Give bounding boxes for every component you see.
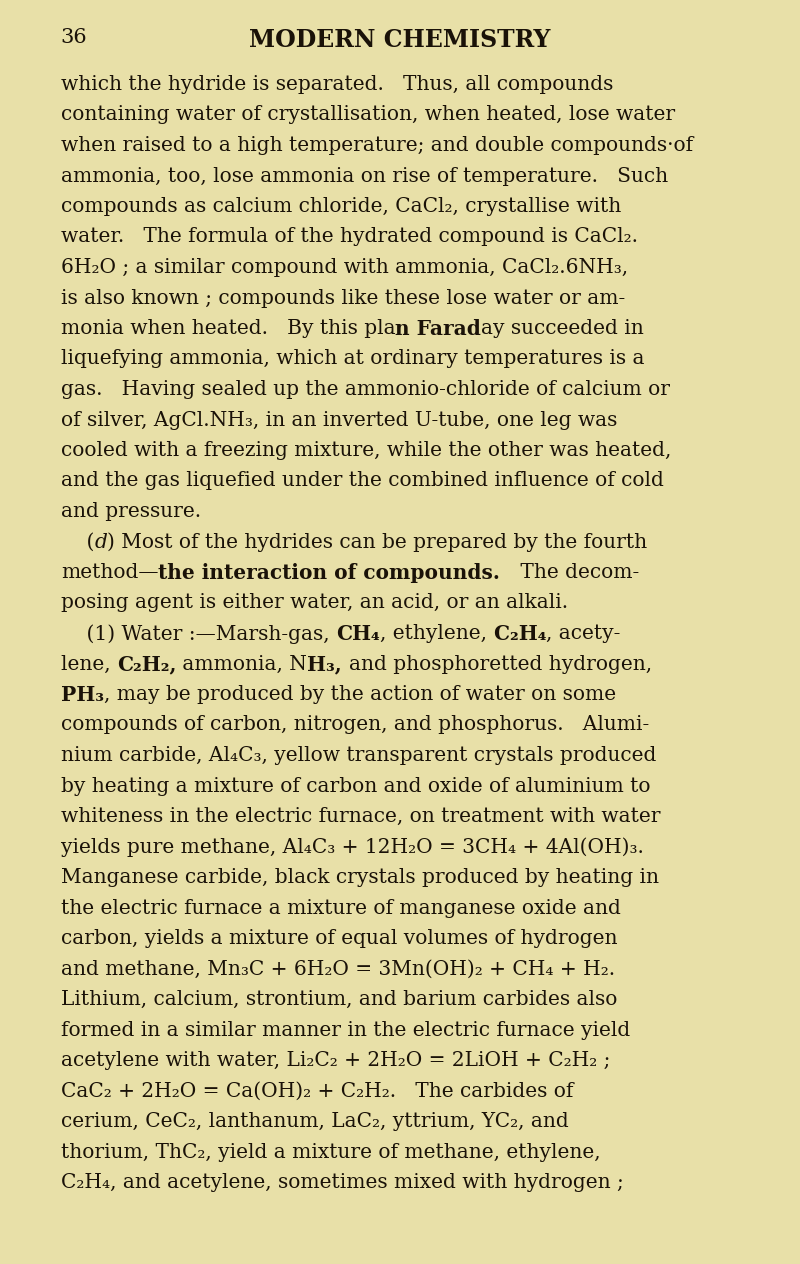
- Text: , ethylene,: , ethylene,: [379, 624, 486, 643]
- Text: ammonia, N: ammonia, N: [176, 655, 307, 674]
- Text: 36: 36: [61, 28, 87, 47]
- Text: H₃,: H₃,: [307, 655, 349, 675]
- Text: carbon, yields a mixture of equal volumes of hydrogen: carbon, yields a mixture of equal volume…: [61, 929, 618, 948]
- Text: containing water of crystallisation, when heated, lose water: containing water of crystallisation, whe…: [61, 105, 675, 124]
- Text: MODERN CHEMISTRY: MODERN CHEMISTRY: [250, 28, 550, 52]
- Text: ay succeeded in: ay succeeded in: [482, 319, 644, 337]
- Text: yields pure methane, Al₄C₃ + 12H₂O = 3CH₄ + 4Al(OH)₃.: yields pure methane, Al₄C₃ + 12H₂O = 3CH…: [61, 838, 644, 857]
- Text: and the gas liquefied under the combined influence of cold: and the gas liquefied under the combined…: [61, 471, 664, 490]
- Text: the electric furnace a mixture of manganese oxide and: the electric furnace a mixture of mangan…: [61, 899, 621, 918]
- Text: thorium, ThC₂, yield a mixture of methane, ethylene,: thorium, ThC₂, yield a mixture of methan…: [61, 1143, 601, 1162]
- Text: ) Most of the hydrides can be prepared by the fourth: ) Most of the hydrides can be prepared b…: [107, 532, 647, 552]
- Text: by heating a mixture of carbon and oxide of aluminium to: by heating a mixture of carbon and oxide…: [61, 776, 650, 795]
- Text: n Farad: n Farad: [395, 319, 482, 339]
- Text: The decom-: The decom-: [514, 562, 639, 581]
- Text: , may be produced by the action of water on some: , may be produced by the action of water…: [104, 685, 616, 704]
- Text: the interaction of compounds.: the interaction of compounds.: [158, 562, 514, 583]
- Text: and pressure.: and pressure.: [61, 502, 201, 521]
- Text: ammonia, too, lose ammonia on rise of temperature.   Such: ammonia, too, lose ammonia on rise of te…: [61, 167, 668, 186]
- Text: C₂H₂,: C₂H₂,: [117, 655, 176, 675]
- Text: compounds as calcium chloride, CaCl₂, crystallise with: compounds as calcium chloride, CaCl₂, cr…: [61, 197, 621, 216]
- Text: lene,: lene,: [61, 655, 117, 674]
- Text: cerium, CeC₂, lanthanum, LaC₂, yttrium, YC₂, and: cerium, CeC₂, lanthanum, LaC₂, yttrium, …: [61, 1112, 569, 1131]
- Text: acetylene with water, Li₂C₂ + 2H₂O = 2LiOH + C₂H₂ ;: acetylene with water, Li₂C₂ + 2H₂O = 2Li…: [61, 1050, 610, 1071]
- Text: whiteness in the electric furnace, on treatment with water: whiteness in the electric furnace, on tr…: [61, 806, 660, 825]
- Text: cooled with a freezing mixture, while the other was heated,: cooled with a freezing mixture, while th…: [61, 441, 671, 460]
- Text: and methane, Mn₃C + 6H₂O = 3Mn(OH)₂ + CH₄ + H₂.: and methane, Mn₃C + 6H₂O = 3Mn(OH)₂ + CH…: [61, 959, 615, 978]
- Text: monia when heated.   By this pla: monia when heated. By this pla: [61, 319, 395, 337]
- Text: C₂H₄: C₂H₄: [486, 624, 546, 643]
- Text: liquefying ammonia, which at ordinary temperatures is a: liquefying ammonia, which at ordinary te…: [61, 350, 644, 369]
- Text: CH₄: CH₄: [336, 624, 379, 643]
- Text: Manganese carbide, black crystals produced by heating in: Manganese carbide, black crystals produc…: [61, 868, 659, 887]
- Text: , acety-: , acety-: [546, 624, 621, 643]
- Text: compounds of carbon, nitrogen, and phosphorus.   Alumi-: compounds of carbon, nitrogen, and phosp…: [61, 715, 649, 734]
- Text: C₂H₄, and acetylene, sometimes mixed with hydrogen ;: C₂H₄, and acetylene, sometimes mixed wit…: [61, 1173, 623, 1192]
- Text: method—: method—: [61, 562, 158, 581]
- Text: PH₃: PH₃: [61, 685, 104, 705]
- Text: gas.   Having sealed up the ammonio-chloride of calcium or: gas. Having sealed up the ammonio-chlori…: [61, 380, 670, 399]
- Text: 6H₂O ; a similar compound with ammonia, CaCl₂.6NH₃,: 6H₂O ; a similar compound with ammonia, …: [61, 258, 628, 277]
- Text: which the hydride is separated.   Thus, all compounds: which the hydride is separated. Thus, al…: [61, 75, 613, 94]
- Text: formed in a similar manner in the electric furnace yield: formed in a similar manner in the electr…: [61, 1020, 630, 1039]
- Text: CaC₂ + 2H₂O = Ca(OH)₂ + C₂H₂.   The carbides of: CaC₂ + 2H₂O = Ca(OH)₂ + C₂H₂. The carbid…: [61, 1082, 573, 1101]
- Text: is also known ; compounds like these lose water or am-: is also known ; compounds like these los…: [61, 288, 625, 307]
- Text: when raised to a high temperature; and double compounds·of: when raised to a high temperature; and d…: [61, 137, 693, 155]
- Text: posing agent is either water, an acid, or an alkali.: posing agent is either water, an acid, o…: [61, 594, 568, 613]
- Text: nium carbide, Al₄C₃, yellow transparent crystals produced: nium carbide, Al₄C₃, yellow transparent …: [61, 746, 656, 765]
- Text: of silver, AgCl.NH₃, in an inverted U-tube, one leg was: of silver, AgCl.NH₃, in an inverted U-tu…: [61, 411, 617, 430]
- Text: and phosphoretted hydrogen,: and phosphoretted hydrogen,: [349, 655, 652, 674]
- Text: water.   The formula of the hydrated compound is CaCl₂.: water. The formula of the hydrated compo…: [61, 228, 638, 246]
- Text: Lithium, calcium, strontium, and barium carbides also: Lithium, calcium, strontium, and barium …: [61, 990, 617, 1009]
- Text: (1) Water :—Marsh-gas,: (1) Water :—Marsh-gas,: [61, 624, 336, 643]
- Text: d: d: [94, 532, 107, 551]
- Text: (: (: [61, 532, 94, 551]
